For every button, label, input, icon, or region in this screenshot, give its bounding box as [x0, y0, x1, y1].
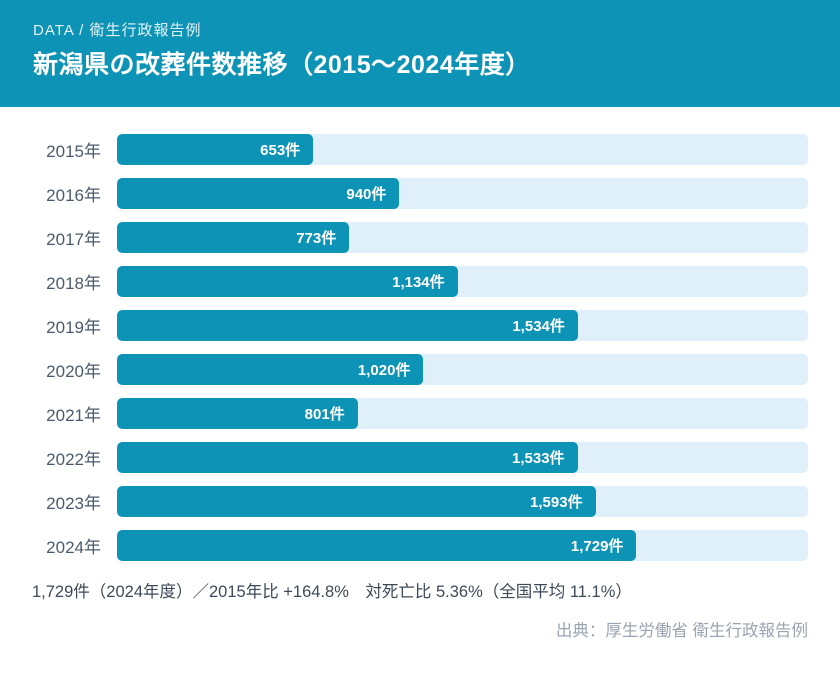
chart-row: 2016年 940件: [32, 178, 808, 209]
year-label: 2022年: [46, 450, 101, 469]
bar-fill: 1,729件: [117, 530, 637, 561]
source-attribution: 出典：厚生労働省 衛生行政報告例: [555, 622, 808, 640]
bar-value-label: 653件: [260, 142, 301, 159]
bar-value-label: 773件: [296, 230, 337, 247]
bar-value-label: 1,533件: [512, 450, 565, 467]
chart-row: 2019年 1,534件: [32, 310, 808, 341]
bar-value-label: 1,729件: [570, 538, 624, 555]
year-label: 2024年: [46, 538, 101, 557]
bar-track: 1,534件: [117, 310, 808, 341]
bar-fill: 801件: [117, 398, 358, 429]
summary-stats: 1,729件（2024年度）／2015年比 +164.8% 対死亡比 5.36%…: [32, 583, 632, 601]
bar-track: 1,729件: [117, 530, 808, 561]
bar-chart: 2015年 653件 2016年 940件 2017年 773件 2018年 1,134件 20…: [0, 107, 840, 561]
bar-track: 940件: [117, 178, 808, 209]
bar-track: 1,134件: [117, 266, 808, 297]
bar-fill: 1,020件: [117, 354, 424, 385]
chart-row: 2015年 653件: [32, 134, 808, 165]
bar-track: 1,593件: [117, 486, 808, 517]
chart-row: 2018年 1,134件: [32, 266, 808, 297]
bar-fill: 1,534件: [117, 310, 578, 341]
year-label: 2015年: [46, 142, 101, 161]
chart-row: 2017年 773件: [32, 222, 808, 253]
bar-fill: 940件: [117, 178, 400, 209]
bar-value-label: 940件: [346, 186, 387, 203]
bar-fill: 1,533件: [117, 442, 578, 473]
bar-value-label: 1,134件: [392, 274, 445, 291]
bar-value-label: 1,534件: [512, 318, 565, 335]
bar-track: 1,533件: [117, 442, 808, 473]
bar-value-label: 1,593件: [530, 494, 583, 511]
bar-fill: 773件: [117, 222, 350, 253]
chart-row: 2022年 1,533件: [32, 442, 808, 473]
bar-track: 773件: [117, 222, 808, 253]
year-label: 2018年: [46, 274, 101, 293]
page-title: 新潟県の改葬件数推移（2015～2024年度）: [33, 51, 531, 79]
year-label: 2016年: [46, 186, 101, 205]
year-label: 2017年: [46, 230, 101, 249]
year-label: 2023年: [46, 494, 101, 513]
chart-row: 2024年 1,729件: [32, 530, 808, 561]
chart-row: 2021年 801件: [32, 398, 808, 429]
year-label: 2020年: [46, 362, 101, 381]
bar-fill: 1,593件: [117, 486, 596, 517]
bar-track: 653件: [117, 134, 808, 165]
bar-fill: 653件: [117, 134, 314, 165]
bar-value-label: 1,020件: [357, 362, 411, 379]
bar-fill: 1,134件: [117, 266, 458, 297]
header-eyebrow: DATA / 衛生行政報告例: [33, 22, 202, 39]
year-label: 2019年: [46, 318, 101, 337]
chart-row: 2020年 1,020件: [32, 354, 808, 385]
chart-row: 2023年 1,593件: [32, 486, 808, 517]
bar-value-label: 801件: [304, 406, 345, 423]
bar-track: 1,020件: [117, 354, 808, 385]
header-banner: DATA / 衛生行政報告例 新潟県の改葬件数推移（2015～2024年度）: [0, 0, 840, 107]
year-label: 2021年: [46, 406, 101, 425]
bar-track: 801件: [117, 398, 808, 429]
